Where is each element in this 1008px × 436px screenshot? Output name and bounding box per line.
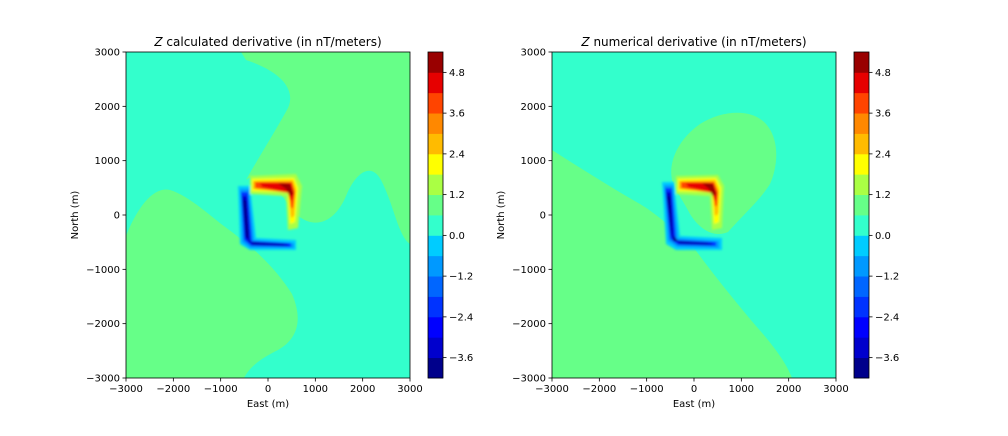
colorbar-tick-label: 4.8 — [875, 68, 891, 79]
y-tick-label: −2000 — [512, 319, 546, 330]
y-tick-label: −3000 — [86, 374, 120, 385]
colorbar-band — [854, 52, 869, 73]
positive-lobe-upper — [241, 52, 410, 244]
panel-calculated: Z calculated derivative (in nT/meters) — [70, 35, 473, 410]
x-tick-label: 1000 — [729, 384, 754, 395]
colorbar-band — [854, 113, 869, 134]
y-tick-label: −1000 — [512, 265, 546, 276]
x-axis-label-calculated: East (m) — [247, 399, 289, 410]
y-tick-label: 3000 — [521, 48, 546, 59]
x-tick-label: −1000 — [204, 384, 238, 395]
x-axis-calculated: −3000 −2000 −1000 0 1000 2000 3000 — [109, 378, 423, 395]
colorbar-band — [428, 235, 443, 257]
colorbar-band — [428, 215, 443, 236]
colorbar-band — [428, 316, 443, 338]
colorbar-band — [428, 194, 443, 216]
colorbar-tick-label: 2.4 — [875, 149, 891, 160]
positive-lobe-lower-numerical — [552, 150, 792, 378]
x-tick-label: 2000 — [776, 384, 801, 395]
colorbar-calculated: 4.8 3.6 2.4 1.2 0.0 −1.2 −2.4 −3.6 — [427, 51, 473, 379]
colorbar-band — [854, 357, 869, 379]
colorbar-band — [428, 133, 443, 155]
colorbar-band — [854, 316, 869, 338]
y-tick-label: −1000 — [86, 265, 120, 276]
x-tick-label: 3000 — [397, 384, 422, 395]
y-tick-label: 2000 — [95, 102, 120, 113]
y-tick-label: 3000 — [95, 48, 120, 59]
colorbar-band — [428, 92, 443, 114]
colorbar-band — [854, 255, 869, 277]
colorbar-band — [428, 72, 443, 94]
y-tick-label: 2000 — [521, 102, 546, 113]
x-tick-label: −1000 — [630, 384, 664, 395]
x-tick-label: −3000 — [535, 384, 569, 395]
x-tick-label: 0 — [265, 384, 271, 395]
colorbar-tick-label: 0.0 — [449, 231, 465, 242]
y-tick-label: 1000 — [521, 156, 546, 167]
y-axis-label-calculated: North (m) — [70, 191, 81, 240]
colorbar-band — [428, 153, 443, 175]
positive-lobe-upper-numerical — [671, 112, 777, 234]
chart-title-numerical: Z numerical derivative (in nT/meters) — [580, 35, 806, 49]
colorbar-band — [854, 276, 869, 297]
colorbar-tick-label: −2.4 — [875, 312, 899, 323]
colorbar-band — [854, 92, 869, 114]
y-axis-numerical: −3000 −2000 −1000 0 1000 2000 3000 — [512, 48, 552, 385]
y-tick-label: −2000 — [86, 319, 120, 330]
colorbar-tick-label: 1.2 — [875, 190, 891, 201]
colorbar-band — [854, 194, 869, 216]
positive-lobe-lower — [126, 189, 298, 378]
x-tick-label: 3000 — [823, 384, 848, 395]
x-tick-label: −2000 — [156, 384, 190, 395]
contour-field-calculated — [126, 52, 410, 378]
colorbar-tick-label: 1.2 — [449, 190, 465, 201]
y-tick-label: 0 — [540, 211, 546, 222]
contour-field-numerical — [552, 52, 836, 378]
x-tick-label: 0 — [691, 384, 697, 395]
colorbar-tick-label: 0.0 — [875, 231, 891, 242]
colorbar-band — [854, 337, 869, 359]
colorbar-tick-label: 2.4 — [449, 149, 465, 160]
colorbar-band — [854, 72, 869, 94]
colorbar-band — [854, 133, 869, 155]
y-axis-calculated: −3000 −2000 −1000 0 1000 2000 3000 — [86, 48, 126, 385]
colorbar-tick-label: −3.6 — [875, 353, 899, 364]
colorbar-band — [854, 215, 869, 236]
colorbar-band — [854, 235, 869, 257]
colorbar-band — [428, 113, 443, 134]
colorbar-band — [428, 52, 443, 73]
colorbar-frame — [427, 51, 444, 379]
x-tick-label: −3000 — [109, 384, 143, 395]
colorbar-band — [428, 337, 443, 359]
colorbar-numerical: 4.8 3.6 2.4 1.2 0.0 −1.2 −2.4 −3.6 — [853, 51, 899, 379]
colorbar-band — [428, 357, 443, 379]
colorbar-band — [428, 255, 443, 277]
colorbar-tick-label: 4.8 — [449, 68, 465, 79]
x-tick-label: −2000 — [582, 384, 616, 395]
colorbar-band — [428, 296, 443, 318]
y-tick-label: 0 — [114, 211, 120, 222]
y-tick-label: 1000 — [95, 156, 120, 167]
colorbar-frame — [853, 51, 870, 379]
colorbar-tick-label: −3.6 — [449, 353, 473, 364]
x-axis-numerical: −3000 −2000 −1000 0 1000 2000 3000 — [535, 378, 849, 395]
colorbar-tick-label: 3.6 — [875, 109, 891, 120]
colorbar-tick-label: −1.2 — [449, 272, 473, 283]
colorbar-band — [428, 276, 443, 297]
x-tick-label: 1000 — [303, 384, 328, 395]
chart-title-calculated: Z calculated derivative (in nT/meters) — [153, 35, 381, 49]
y-tick-label: −3000 — [512, 374, 546, 385]
x-tick-label: 2000 — [350, 384, 375, 395]
colorbar-band — [854, 296, 869, 318]
colorbar-band — [854, 174, 869, 196]
colorbar-tick-label: −1.2 — [875, 272, 899, 283]
x-axis-label-numerical: East (m) — [673, 399, 715, 410]
colorbar-tick-label: −2.4 — [449, 312, 473, 323]
colorbar-band — [428, 174, 443, 196]
colorbar-band — [854, 153, 869, 175]
panel-numerical: Z numerical derivative (in nT/meters) — [496, 35, 899, 410]
colorbar-tick-label: 3.6 — [449, 109, 465, 120]
y-axis-label-numerical: North (m) — [496, 191, 507, 240]
